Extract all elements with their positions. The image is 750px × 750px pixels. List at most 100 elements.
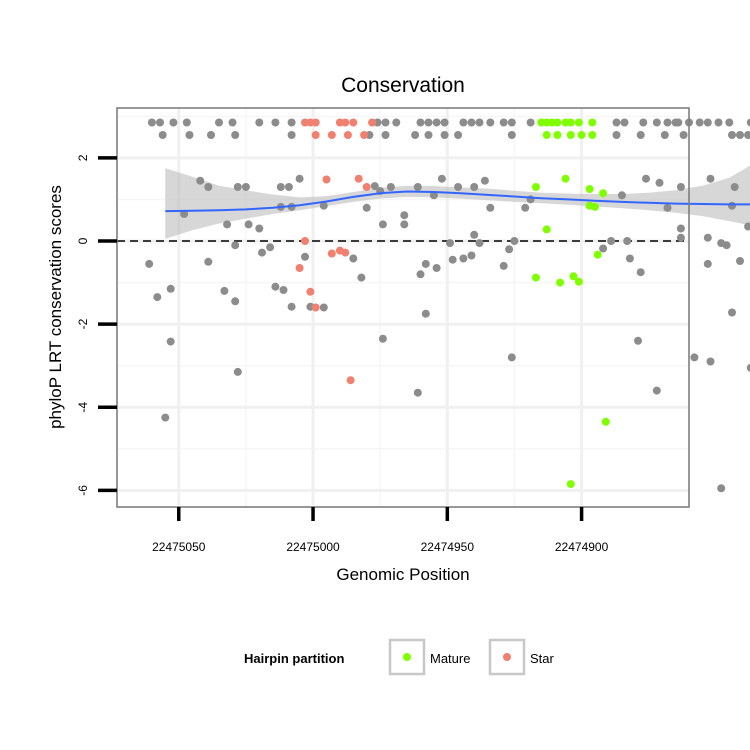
x-tick-label: 22474900	[555, 540, 609, 554]
point-other	[158, 131, 167, 139]
point-other	[231, 241, 240, 250]
point-other	[381, 118, 390, 127]
panel-border	[116, 107, 690, 508]
grid	[117, 108, 689, 507]
point-other	[233, 367, 242, 376]
point-mature	[531, 273, 540, 282]
point-other	[416, 118, 425, 127]
point-other	[287, 302, 296, 311]
point-star	[349, 118, 358, 127]
point-mature	[577, 131, 586, 139]
point-mature	[566, 118, 575, 127]
x-tick-label: 22474950	[421, 540, 475, 554]
point-other	[421, 259, 430, 268]
point-other	[432, 264, 441, 272]
legend-dot-mature	[403, 653, 411, 661]
point-other	[215, 118, 223, 127]
point-other	[717, 239, 726, 248]
point-mature	[566, 480, 575, 489]
y-tick-label: 0	[76, 237, 90, 244]
point-other	[228, 118, 237, 127]
point-other	[437, 174, 446, 183]
point-other	[421, 309, 430, 318]
point-other	[467, 251, 476, 260]
point-star	[343, 131, 352, 139]
point-other	[266, 243, 275, 252]
point-other	[271, 118, 280, 127]
point-other	[470, 230, 479, 239]
legend: Hairpin partition Mature Star	[244, 638, 555, 676]
point-mature	[569, 272, 578, 281]
point-other	[671, 118, 680, 127]
point-star	[360, 131, 369, 139]
point-other	[244, 220, 253, 229]
point-other	[730, 183, 739, 191]
point-other	[499, 118, 508, 127]
point-other	[349, 254, 358, 263]
chart-title: Conservation	[341, 74, 465, 97]
point-other	[370, 182, 379, 191]
point-other	[413, 183, 422, 191]
point-other	[736, 257, 744, 265]
point-mature	[588, 131, 597, 139]
point-other	[486, 118, 495, 127]
point-other	[180, 210, 189, 218]
point-other	[521, 203, 530, 212]
point-mature	[542, 225, 551, 234]
point-other	[161, 413, 170, 422]
point-other	[690, 353, 699, 362]
point-other	[695, 118, 704, 127]
point-other	[480, 176, 489, 185]
point-mature	[601, 417, 610, 426]
point-other	[663, 203, 672, 212]
point-other	[510, 237, 519, 245]
point-other	[617, 191, 626, 200]
point-other	[287, 118, 296, 127]
point-other	[429, 191, 438, 200]
point-star	[301, 237, 309, 245]
point-other	[381, 131, 390, 139]
point-other	[459, 118, 468, 127]
point-other	[728, 131, 736, 139]
point-star	[346, 376, 355, 385]
point-other	[276, 183, 285, 191]
point-star	[341, 248, 350, 257]
point-other	[166, 284, 175, 293]
point-star	[311, 118, 320, 127]
point-other	[679, 131, 688, 139]
point-other	[676, 233, 685, 242]
point-other	[728, 201, 736, 210]
point-mature	[556, 278, 565, 287]
point-other	[703, 259, 712, 268]
point-star	[341, 118, 350, 127]
point-other	[652, 118, 661, 127]
legend-label-star: Star	[530, 651, 555, 666]
point-other	[639, 118, 648, 127]
point-other	[169, 118, 178, 127]
point-other	[744, 131, 750, 139]
confidence-band	[165, 165, 750, 239]
point-other	[470, 183, 479, 191]
y-axis-title: phyloP LRT conservation scores	[46, 185, 65, 429]
point-other	[231, 297, 240, 306]
point-other	[413, 388, 422, 397]
point-other	[319, 201, 328, 210]
confidence-band-layer	[165, 165, 750, 239]
y-tick-label: -4	[76, 402, 90, 413]
point-other	[440, 131, 449, 139]
point-other	[147, 118, 156, 127]
smooth-line-layer	[165, 190, 750, 213]
point-other	[475, 118, 484, 127]
point-other	[255, 118, 264, 127]
point-other	[182, 118, 191, 127]
point-other	[505, 245, 514, 254]
smooth-line	[165, 190, 750, 213]
point-star	[295, 264, 304, 272]
point-other	[156, 118, 164, 127]
point-other	[241, 183, 250, 191]
point-other	[636, 131, 645, 139]
point-other	[357, 273, 366, 282]
point-other	[424, 118, 433, 127]
point-other	[454, 183, 463, 191]
point-mature	[553, 118, 562, 127]
